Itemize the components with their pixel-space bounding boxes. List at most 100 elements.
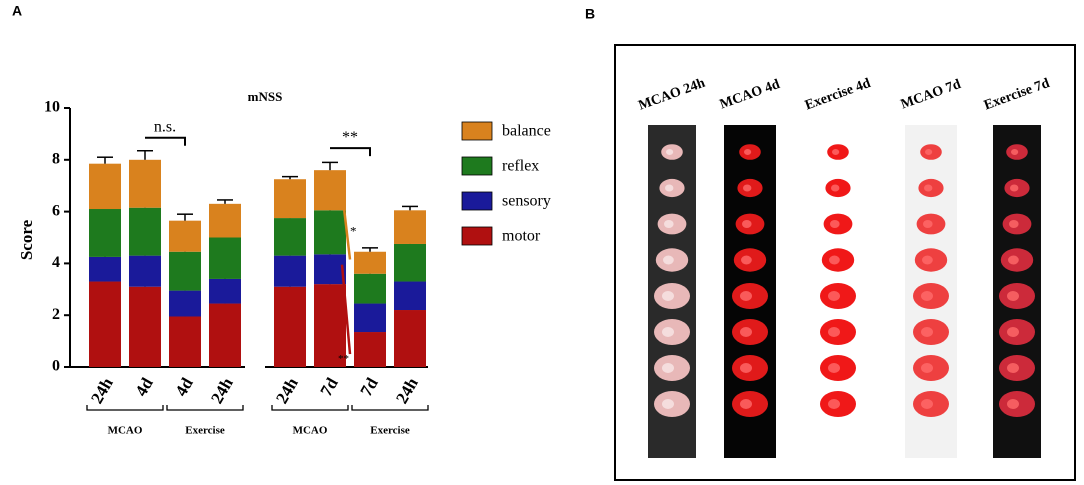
significance-line xyxy=(340,190,352,260)
group-bracket xyxy=(271,405,349,411)
brain-slice-detail xyxy=(744,149,752,155)
brain-slice-detail xyxy=(662,291,674,301)
brain-slice-detail xyxy=(828,363,840,373)
brain-slice-detail xyxy=(921,363,933,373)
bar-segment xyxy=(89,281,121,367)
y-tick-label: 10 xyxy=(44,99,60,116)
group-label: MCAO xyxy=(108,425,143,437)
brain-slice-detail xyxy=(1007,291,1019,301)
brain-slice-detail xyxy=(740,399,752,409)
x-tick-label: 7d xyxy=(356,374,382,400)
bar-segment xyxy=(274,286,306,367)
brain-slice-detail xyxy=(1007,363,1019,373)
brain-slice-detail xyxy=(924,184,933,192)
y-tick-label: 0 xyxy=(52,358,60,375)
group-label: MCAO xyxy=(293,425,328,437)
group-bracket xyxy=(166,405,244,411)
brain-slice-detail xyxy=(921,399,933,409)
bar-segment xyxy=(314,210,346,255)
bar-segment xyxy=(89,256,121,282)
x-tick-label: 24h xyxy=(207,374,237,407)
bar-segment xyxy=(394,243,426,282)
bar-segment xyxy=(209,237,241,279)
brain-slice-detail xyxy=(921,291,933,301)
y-tick-label: 4 xyxy=(52,254,60,271)
bar-segment xyxy=(314,254,346,285)
brain-slice-detail xyxy=(665,184,674,192)
bar-segment xyxy=(394,310,426,367)
x-tick-label: 24h xyxy=(87,374,117,407)
brain-slice-detail xyxy=(828,291,840,301)
brain-slice-detail xyxy=(666,149,674,155)
brain-slice-detail xyxy=(925,149,933,155)
legend-label: balance xyxy=(502,123,551,140)
brain-slice-detail xyxy=(740,291,752,301)
brain-slice-detail xyxy=(662,399,674,409)
chart-title: mNSS xyxy=(248,89,283,104)
bar-segment xyxy=(314,170,346,211)
bar-segment xyxy=(169,220,201,252)
brain-slice-detail xyxy=(662,363,674,373)
brain-slice-detail xyxy=(1007,399,1019,409)
brain-slice-detail xyxy=(662,327,674,337)
y-tick-label: 2 xyxy=(52,306,60,323)
brain-slice-detail xyxy=(828,327,840,337)
group-label: Exercise xyxy=(185,425,225,437)
x-tick-label: 24h xyxy=(392,374,422,407)
legend-label: motor xyxy=(502,228,541,245)
bar-segment xyxy=(274,255,306,287)
significance-label: * xyxy=(350,223,357,238)
group-bracket xyxy=(351,405,429,411)
bar-segment xyxy=(129,207,161,256)
bar-segment xyxy=(354,273,386,304)
brain-slice-detail xyxy=(828,399,840,409)
legend-swatch xyxy=(461,226,493,246)
brain-slice-detail xyxy=(743,184,752,192)
y-tick-label: 6 xyxy=(52,202,60,219)
y-axis-label: Score xyxy=(17,219,36,260)
panel-label: A xyxy=(12,3,22,19)
significance-label: n.s. xyxy=(154,118,176,135)
bar-segment xyxy=(169,290,201,317)
brain-slice-detail xyxy=(1011,149,1019,155)
brain-slice-detail xyxy=(664,220,674,228)
brain-slice-detail xyxy=(1010,184,1019,192)
significance-bracket xyxy=(330,147,371,157)
significance-label: ** xyxy=(342,129,358,146)
y-tick-label: 8 xyxy=(52,150,60,167)
bar-segment xyxy=(274,218,306,256)
brain-slice-detail xyxy=(741,255,752,265)
brain-slice-detail xyxy=(1007,327,1019,337)
brain-slice-detail xyxy=(1008,255,1019,265)
bar-segment xyxy=(354,303,386,333)
brain-slice-detail xyxy=(1009,220,1019,228)
bar-segment xyxy=(169,251,201,291)
bar-segment xyxy=(129,159,161,208)
bar-segment xyxy=(129,255,161,287)
x-tick-label: 4d xyxy=(171,374,197,400)
bar-segment xyxy=(89,163,121,210)
brain-slice-detail xyxy=(921,327,933,337)
x-tick-label: 4d xyxy=(131,374,157,400)
significance-label: ** xyxy=(338,353,349,365)
legend-swatch xyxy=(461,191,493,211)
bar-segment xyxy=(209,203,241,238)
brain-slice-detail xyxy=(830,220,840,228)
legend-swatch xyxy=(461,156,493,176)
legend-label: reflex xyxy=(502,158,539,175)
bar-segment xyxy=(129,286,161,367)
bar-segment xyxy=(274,179,306,219)
bar-segment xyxy=(394,210,426,244)
bar-segment xyxy=(394,281,426,311)
brain-slice-detail xyxy=(831,184,840,192)
significance-bracket xyxy=(145,136,186,146)
brain-slice-detail xyxy=(922,255,933,265)
bar-segment xyxy=(209,303,241,367)
brain-slice-detail xyxy=(663,255,674,265)
bar-segment xyxy=(314,284,346,367)
brain-slice-detail xyxy=(742,220,752,228)
group-label: Exercise xyxy=(370,425,410,437)
x-tick-label: 7d xyxy=(316,374,342,400)
bar-segment xyxy=(169,316,201,367)
